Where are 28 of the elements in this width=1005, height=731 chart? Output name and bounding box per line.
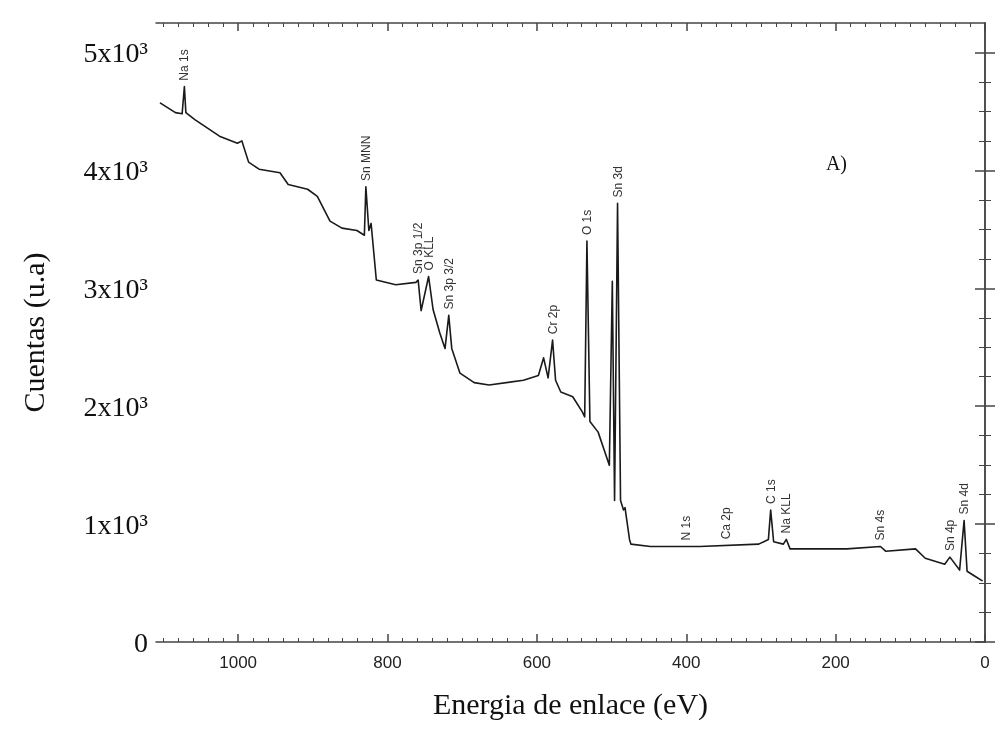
annotation: Na 1s — [177, 49, 192, 81]
x-tick-label: 600 — [522, 653, 552, 672]
y-tick-label: 2x10³ — [83, 390, 148, 422]
annotation: Sn 3p 3/2 — [441, 257, 456, 310]
line-series — [159, 85, 983, 582]
y-tick-label: 5x10³ — [83, 36, 148, 68]
annotation: Na KLL — [779, 493, 794, 534]
annotation: O 1s — [579, 209, 594, 236]
annotation: N 1s — [679, 515, 694, 541]
x-tick-label: 0 — [980, 653, 990, 672]
y-tick-label: 1x10³ — [83, 508, 148, 540]
annotation: Sn 4d — [957, 483, 972, 515]
y-tick-label: 3x10³ — [83, 272, 148, 304]
x-tick-label: 1000 — [219, 653, 258, 672]
annotation: Sn 4s — [873, 509, 888, 541]
annotation: Cr 2p — [545, 304, 560, 335]
annotation: Sn 4p — [942, 519, 957, 552]
x-tick-label: 200 — [821, 653, 850, 672]
x-tick-label: 400 — [672, 653, 701, 672]
annotation: A) — [825, 152, 848, 175]
x-tick-label: 800 — [373, 653, 402, 672]
y-tick-label: 4x10³ — [83, 154, 148, 186]
annotation: C 1s — [763, 479, 778, 504]
annotation: Ca 2p — [718, 506, 733, 540]
y-axis-title: Cuentas (u.a) — [16, 252, 51, 413]
x-axis-title: Energia de enlace (eV) — [432, 686, 709, 721]
annotation: Sn 3d — [610, 166, 625, 198]
annotation: Sn MNN — [358, 135, 373, 181]
